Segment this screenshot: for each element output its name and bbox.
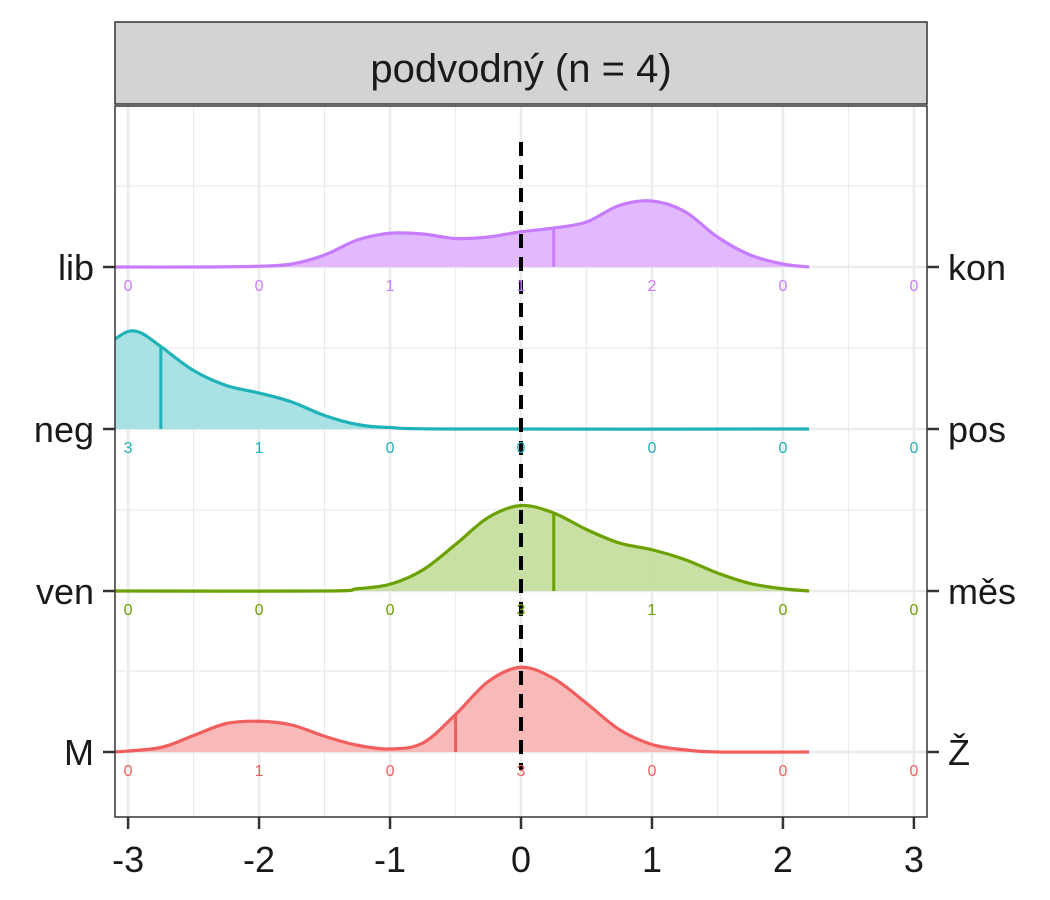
x-tick-label: 3 [904,839,924,880]
strip-title: podvodný (n = 4) [370,47,671,91]
y-label-left: M [64,732,94,773]
y-label-right: měs [948,571,1016,612]
density-area-lib [115,200,810,268]
density-line-lib [114,199,810,269]
count-labels: 0 0 1 1 2 0 0 3 1 0 0 0 0 0 0 0 0 3 1 0 0 0 1 0 3 0 0 0 [124,278,919,780]
y-label-right: Ž [948,732,970,773]
count-label: 0 [909,763,918,780]
density-line-ven [114,503,810,593]
count-label: 0 [909,278,918,295]
count-label: 2 [648,278,657,295]
count-label: 0 [255,602,264,619]
count-label: 0 [778,440,787,457]
x-tick-label: 1 [642,839,662,880]
count-label: 0 [386,602,395,619]
y-label-right: pos [948,409,1006,450]
count-label: 3 [124,440,133,457]
count-label: 0 [124,763,133,780]
count-label: 0 [648,763,657,780]
count-label: 0 [778,763,787,780]
count-label: 1 [648,602,657,619]
ridge-series [114,199,810,754]
density-line-neg [114,329,810,431]
y-label-left: neg [34,409,94,450]
count-label: 0 [386,440,395,457]
count-label: 0 [124,602,133,619]
count-label: 1 [255,440,264,457]
density-area-neg [115,330,810,430]
x-tick-label: -3 [112,839,144,880]
count-label: 1 [386,278,395,295]
x-tick-label: -1 [374,839,406,880]
x-tick-label: 0 [511,839,531,880]
y-label-left: ven [36,571,94,612]
y-label-right: kon [948,247,1006,288]
count-label: 3 [517,763,526,780]
count-label: 0 [778,602,787,619]
x-tick-label: -2 [243,839,275,880]
count-label: 0 [517,440,526,457]
count-label: 1 [255,763,264,780]
count-label: 0 [255,278,264,295]
axis-labels: lib kon neg pos ven měs M Ž -3 -2 -1 0 1 2 3 [34,247,1016,880]
count-label: 0 [386,763,395,780]
count-label: 3 [517,602,526,619]
y-label-left: lib [58,247,94,288]
count-label: 0 [648,440,657,457]
density-area-ven [115,505,810,592]
density-line-M [114,665,810,754]
count-label: 0 [124,278,133,295]
x-tick-label: 2 [773,839,793,880]
count-label: 0 [909,440,918,457]
strip-background [114,21,928,105]
count-label: 1 [517,278,526,295]
count-label: 0 [909,602,918,619]
count-label: 0 [778,278,787,295]
